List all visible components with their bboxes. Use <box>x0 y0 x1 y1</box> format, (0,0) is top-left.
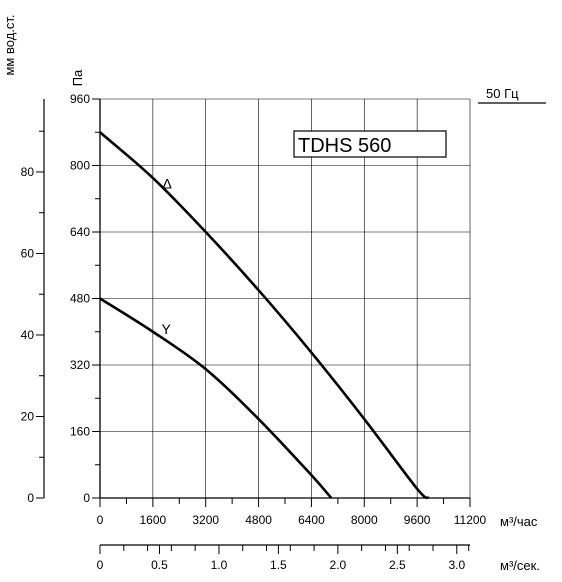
chart-series: ΔY <box>99 131 430 500</box>
chart-grid <box>100 98 471 498</box>
y-secondary-tick-label: 20 <box>21 409 35 423</box>
chart-ticks: 0 1600 3200 4800 6400 8000 9600 112000160320480… <box>21 92 487 572</box>
y-primary-tick-label: 800 <box>70 159 90 173</box>
series-label-delta: Δ <box>163 175 172 191</box>
y-primary-tick-label: 160 <box>70 425 90 439</box>
y-secondary-tick-label: 40 <box>21 328 35 342</box>
chart-axes <box>43 99 470 546</box>
x-primary-tick-label: 8000 <box>351 513 378 527</box>
y-primary-tick-label: 320 <box>70 358 90 372</box>
x-secondary-axis-title: м³/сек. <box>500 558 540 573</box>
x-primary-tick-label: 3200 <box>192 513 219 527</box>
y-primary-axis-title: Па <box>70 69 85 86</box>
x-primary-tick-label: 0 <box>97 513 104 527</box>
y-primary-tick-label: 480 <box>70 292 90 306</box>
y-secondary-tick-label: 60 <box>21 246 35 260</box>
x-secondary-tick-label: 1.5 <box>270 558 287 572</box>
y-secondary-axis-title: мм вод.ст. <box>2 14 17 75</box>
x-secondary-tick-label: 3.0 <box>448 558 465 572</box>
x-primary-tick-label: 6400 <box>298 513 325 527</box>
y-primary-tick-label: 640 <box>70 225 90 239</box>
x-secondary-tick-label: 0.5 <box>151 558 168 572</box>
model-label-box <box>293 130 447 158</box>
series-line-y <box>99 297 333 499</box>
y-secondary-tick-label: 80 <box>21 165 35 179</box>
x-secondary-tick-label: 2.0 <box>330 558 347 572</box>
x-secondary-tick-label: 2.5 <box>389 558 406 572</box>
series-line-delta <box>99 131 430 500</box>
y-primary-tick-label: 0 <box>83 491 90 505</box>
y-secondary-tick-label: 0 <box>27 491 34 505</box>
x-primary-tick-label: 11200 <box>454 513 487 527</box>
x-primary-axis-title: м³/час <box>500 514 538 529</box>
frequency-label: 50 Гц <box>486 86 519 101</box>
x-primary-tick-label: 9600 <box>404 513 431 527</box>
x-primary-tick-label: 1600 <box>140 513 167 527</box>
series-label-y: Y <box>162 321 172 337</box>
x-secondary-tick-label: 1.0 <box>211 558 228 572</box>
chart-title: TDHS 560 <box>298 135 391 157</box>
x-primary-tick-label: 4800 <box>245 513 272 527</box>
x-secondary-tick-label: 0 <box>97 558 104 572</box>
y-primary-tick-label: 960 <box>70 92 90 106</box>
